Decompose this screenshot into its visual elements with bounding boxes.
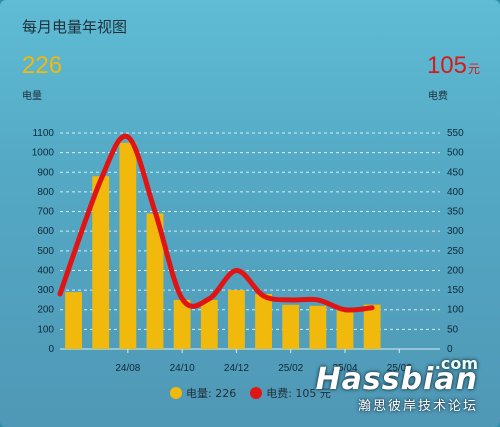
- legend-power-marker: [170, 387, 182, 399]
- bar-power: [65, 292, 82, 349]
- x-tick-label: 25/06: [387, 363, 412, 374]
- y-right-tick-label: 0: [447, 344, 453, 355]
- y-right-tick-label: 400: [447, 187, 464, 198]
- y-right-tick-label: 100: [447, 305, 464, 316]
- fee-value: 105: [426, 52, 467, 79]
- watermark-main: Hassbian: [315, 362, 478, 397]
- y-left-tick-label: 100: [37, 324, 54, 335]
- y-right-tick-label: 50: [447, 324, 459, 335]
- legend-item-fee[interactable]: 电费: 105 元: [250, 385, 331, 401]
- y-left-tick-label: 400: [37, 265, 54, 276]
- bar-power: [309, 305, 327, 349]
- y-right-tick-label: 350: [447, 207, 464, 218]
- x-tick-label: 25/04: [332, 363, 357, 374]
- bar-power: [119, 142, 137, 349]
- y-left-tick-label: 500: [37, 246, 54, 257]
- bar-power: [173, 299, 191, 349]
- y-left-tick-label: 200: [37, 305, 54, 316]
- watermark-dotcom: .com: [434, 354, 478, 373]
- y-left-tick-label: 1100: [32, 128, 54, 139]
- y-left-tick-label: 300: [37, 285, 54, 296]
- fee-label: 电费: [428, 91, 448, 102]
- y-right-tick-label: 150: [447, 285, 464, 296]
- bar-power: [200, 299, 218, 349]
- y-right-tick-label: 250: [447, 246, 464, 257]
- fee-unit: 元: [467, 62, 480, 76]
- y-right-tick-label: 300: [447, 226, 464, 237]
- y-left-tick-label: 600: [37, 226, 54, 237]
- watermark-subtitle: 瀚思彼岸技术论坛: [357, 399, 478, 414]
- power-label: 电量: [22, 91, 42, 102]
- x-tick-label: 25/02: [278, 363, 303, 374]
- y-right-tick-label: 200: [447, 265, 464, 276]
- bar-power: [92, 176, 110, 349]
- y-left-tick-label: 1000: [32, 148, 55, 159]
- y-right-tick-label: 450: [447, 167, 464, 178]
- y-left-tick-label: 0: [48, 344, 54, 355]
- bar-power: [146, 213, 164, 349]
- y-left-tick-label: 800: [37, 187, 54, 198]
- watermark: .com Hassbian 瀚思彼岸技术论坛: [315, 354, 478, 414]
- legend-power-label: 电量: 226: [186, 387, 237, 400]
- bar-power: [363, 304, 381, 349]
- chart-legend: 电量: 226 电费: 105 元: [170, 385, 331, 401]
- y-left-tick-label: 900: [37, 167, 54, 178]
- legend-fee-label: 电费: 105 元: [266, 387, 331, 400]
- y-right-tick-label: 500: [447, 148, 464, 159]
- bar-power: [228, 290, 245, 349]
- y-left-tick-label: 700: [37, 207, 54, 218]
- x-tick-label: 24/10: [170, 363, 195, 374]
- x-tick-label: 24/12: [224, 363, 249, 374]
- fee-value-group: 105元: [427, 52, 480, 80]
- bar-power: [336, 310, 354, 349]
- legend-fee-marker: [250, 387, 263, 399]
- bar-power: [255, 294, 272, 349]
- card-title: 每月电量年视图: [22, 18, 128, 36]
- y-right-tick-label: 550: [447, 128, 464, 139]
- bar-power: [282, 304, 300, 349]
- power-value: 226: [22, 52, 63, 79]
- legend-item-power[interactable]: 电量: 226: [170, 385, 236, 401]
- x-tick-label: 24/08: [115, 363, 140, 374]
